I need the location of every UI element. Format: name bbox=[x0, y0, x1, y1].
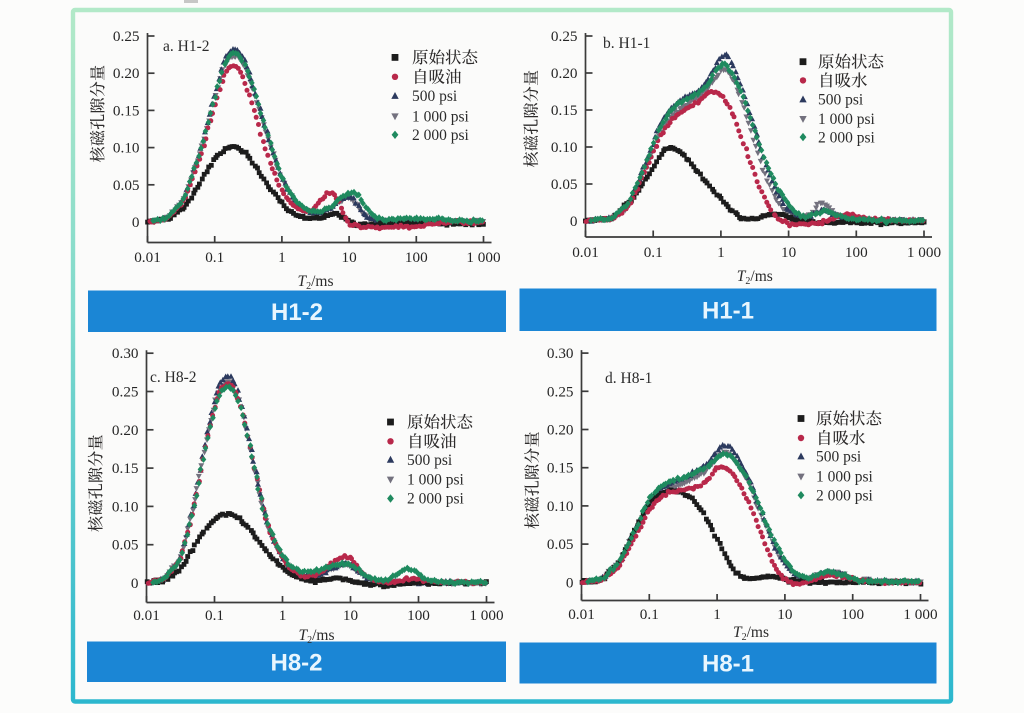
svg-text:0.01: 0.01 bbox=[133, 607, 160, 624]
svg-text:T2/ms: T2/ms bbox=[737, 268, 773, 287]
svg-text:T2/ms: T2/ms bbox=[298, 627, 334, 646]
svg-text:H1-1: H1-1 bbox=[702, 297, 754, 324]
svg-text:2 000 psi: 2 000 psi bbox=[816, 487, 874, 504]
svg-text:10: 10 bbox=[777, 606, 793, 623]
svg-text:0.05: 0.05 bbox=[547, 536, 574, 553]
svg-text:1 000: 1 000 bbox=[466, 249, 501, 266]
svg-text:0.20: 0.20 bbox=[113, 65, 140, 82]
svg-text:1 000 psi: 1 000 psi bbox=[412, 109, 470, 126]
svg-text:1 000 psi: 1 000 psi bbox=[816, 469, 874, 486]
svg-text:0.01: 0.01 bbox=[134, 249, 161, 266]
svg-text:H8-1: H8-1 bbox=[702, 651, 754, 678]
svg-text:H1-2: H1-2 bbox=[271, 299, 323, 326]
svg-text:1: 1 bbox=[278, 249, 286, 266]
svg-text:0.1: 0.1 bbox=[640, 606, 659, 623]
svg-text:0.15: 0.15 bbox=[551, 102, 578, 119]
svg-text:1: 1 bbox=[713, 606, 721, 623]
svg-text:d. H8-1: d. H8-1 bbox=[605, 370, 652, 387]
svg-text:0.25: 0.25 bbox=[547, 383, 574, 400]
svg-text:0.20: 0.20 bbox=[551, 65, 578, 82]
svg-text:100: 100 bbox=[407, 607, 430, 624]
svg-text:0: 0 bbox=[570, 213, 578, 230]
svg-text:0.01: 0.01 bbox=[568, 606, 595, 623]
svg-text:2 000 psi: 2 000 psi bbox=[818, 129, 876, 146]
svg-text:0.1: 0.1 bbox=[644, 244, 663, 261]
svg-text:0.15: 0.15 bbox=[547, 460, 574, 477]
svg-text:a. H1-2: a. H1-2 bbox=[163, 38, 210, 55]
svg-text:0.10: 0.10 bbox=[112, 498, 139, 515]
svg-text:100: 100 bbox=[405, 249, 428, 266]
svg-text:1 000 psi: 1 000 psi bbox=[407, 472, 465, 489]
svg-text:0.20: 0.20 bbox=[547, 422, 574, 439]
svg-text:0.10: 0.10 bbox=[551, 139, 578, 156]
svg-text:0.25: 0.25 bbox=[113, 28, 140, 45]
svg-text:0.05: 0.05 bbox=[551, 176, 578, 193]
svg-text:100: 100 bbox=[845, 244, 868, 261]
svg-text:0.30: 0.30 bbox=[112, 345, 139, 362]
svg-text:0.05: 0.05 bbox=[113, 177, 140, 194]
svg-text:1 000 psi: 1 000 psi bbox=[818, 111, 876, 128]
svg-text:500 psi: 500 psi bbox=[818, 92, 864, 109]
svg-text:1 000: 1 000 bbox=[903, 606, 938, 623]
svg-text:0: 0 bbox=[566, 574, 574, 591]
svg-text:10: 10 bbox=[343, 607, 359, 624]
svg-text:10: 10 bbox=[342, 249, 358, 266]
svg-text:0.15: 0.15 bbox=[113, 102, 140, 119]
svg-text:2 000 psi: 2 000 psi bbox=[407, 491, 465, 508]
svg-text:1: 1 bbox=[279, 607, 287, 624]
svg-text:10: 10 bbox=[781, 244, 797, 261]
svg-text:0.10: 0.10 bbox=[547, 498, 574, 515]
svg-text:T2/ms: T2/ms bbox=[297, 273, 333, 292]
svg-text:0.10: 0.10 bbox=[113, 140, 140, 157]
svg-text:b. H1-1: b. H1-1 bbox=[603, 35, 650, 52]
svg-text:1 000: 1 000 bbox=[469, 607, 504, 624]
svg-text:1 000: 1 000 bbox=[907, 244, 942, 261]
svg-text:0: 0 bbox=[132, 214, 140, 231]
svg-text:0.05: 0.05 bbox=[112, 537, 139, 554]
svg-text:c. H8-2: c. H8-2 bbox=[150, 369, 197, 386]
svg-text:0.01: 0.01 bbox=[572, 244, 599, 261]
svg-text:500 psi: 500 psi bbox=[407, 452, 453, 469]
svg-text:H8-2: H8-2 bbox=[270, 649, 322, 676]
svg-text:2 000 psi: 2 000 psi bbox=[412, 127, 470, 144]
svg-text:0.15: 0.15 bbox=[112, 460, 139, 477]
svg-text:T2/ms: T2/ms bbox=[733, 624, 769, 643]
svg-text:1: 1 bbox=[717, 244, 725, 261]
svg-text:0.20: 0.20 bbox=[112, 422, 139, 439]
svg-text:0.1: 0.1 bbox=[205, 607, 224, 624]
svg-text:0.1: 0.1 bbox=[205, 249, 224, 266]
svg-text:500 psi: 500 psi bbox=[412, 88, 458, 105]
svg-text:0.25: 0.25 bbox=[112, 384, 139, 401]
svg-text:0.25: 0.25 bbox=[551, 28, 578, 45]
svg-text:100: 100 bbox=[841, 606, 864, 623]
svg-text:0: 0 bbox=[131, 575, 139, 592]
svg-text:500 psi: 500 psi bbox=[816, 449, 862, 466]
svg-text:0.30: 0.30 bbox=[547, 345, 574, 362]
